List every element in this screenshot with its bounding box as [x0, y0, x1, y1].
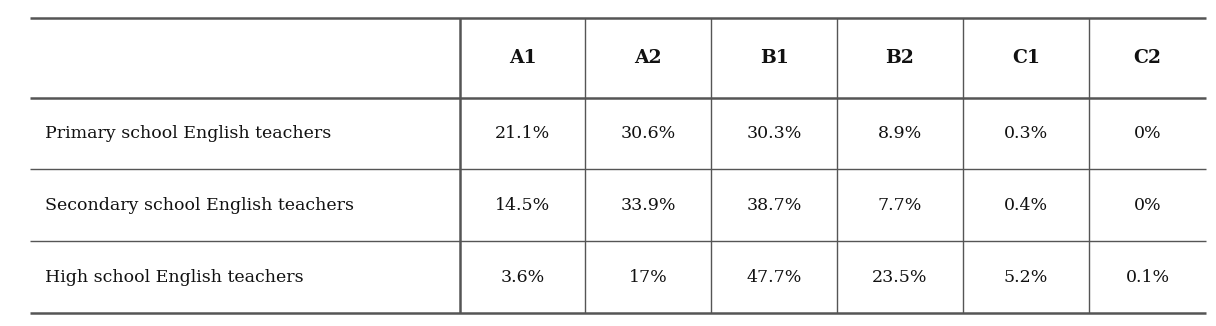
Text: 17%: 17% [629, 269, 668, 286]
Text: C1: C1 [1012, 49, 1040, 67]
Text: 30.3%: 30.3% [747, 125, 801, 142]
Text: 3.6%: 3.6% [500, 269, 545, 286]
Text: 30.6%: 30.6% [620, 125, 676, 142]
Text: 21.1%: 21.1% [495, 125, 550, 142]
Text: High school English teachers: High school English teachers [45, 269, 304, 286]
Text: 33.9%: 33.9% [620, 197, 676, 214]
Text: 23.5%: 23.5% [872, 269, 928, 286]
Text: A1: A1 [508, 49, 536, 67]
Text: Primary school English teachers: Primary school English teachers [45, 125, 331, 142]
Text: A2: A2 [635, 49, 662, 67]
Text: 0.4%: 0.4% [1003, 197, 1048, 214]
Text: 7.7%: 7.7% [878, 197, 922, 214]
Text: 14.5%: 14.5% [495, 197, 550, 214]
Text: B1: B1 [760, 49, 789, 67]
Text: 38.7%: 38.7% [747, 197, 801, 214]
Text: B2: B2 [885, 49, 914, 67]
Text: 47.7%: 47.7% [747, 269, 801, 286]
Text: 0%: 0% [1133, 197, 1161, 214]
Text: 8.9%: 8.9% [878, 125, 922, 142]
Text: 5.2%: 5.2% [1003, 269, 1048, 286]
Text: 0.1%: 0.1% [1126, 269, 1170, 286]
Text: C2: C2 [1133, 49, 1161, 67]
Text: 0.3%: 0.3% [1003, 125, 1048, 142]
Text: 0%: 0% [1133, 125, 1161, 142]
Text: Secondary school English teachers: Secondary school English teachers [45, 197, 354, 214]
